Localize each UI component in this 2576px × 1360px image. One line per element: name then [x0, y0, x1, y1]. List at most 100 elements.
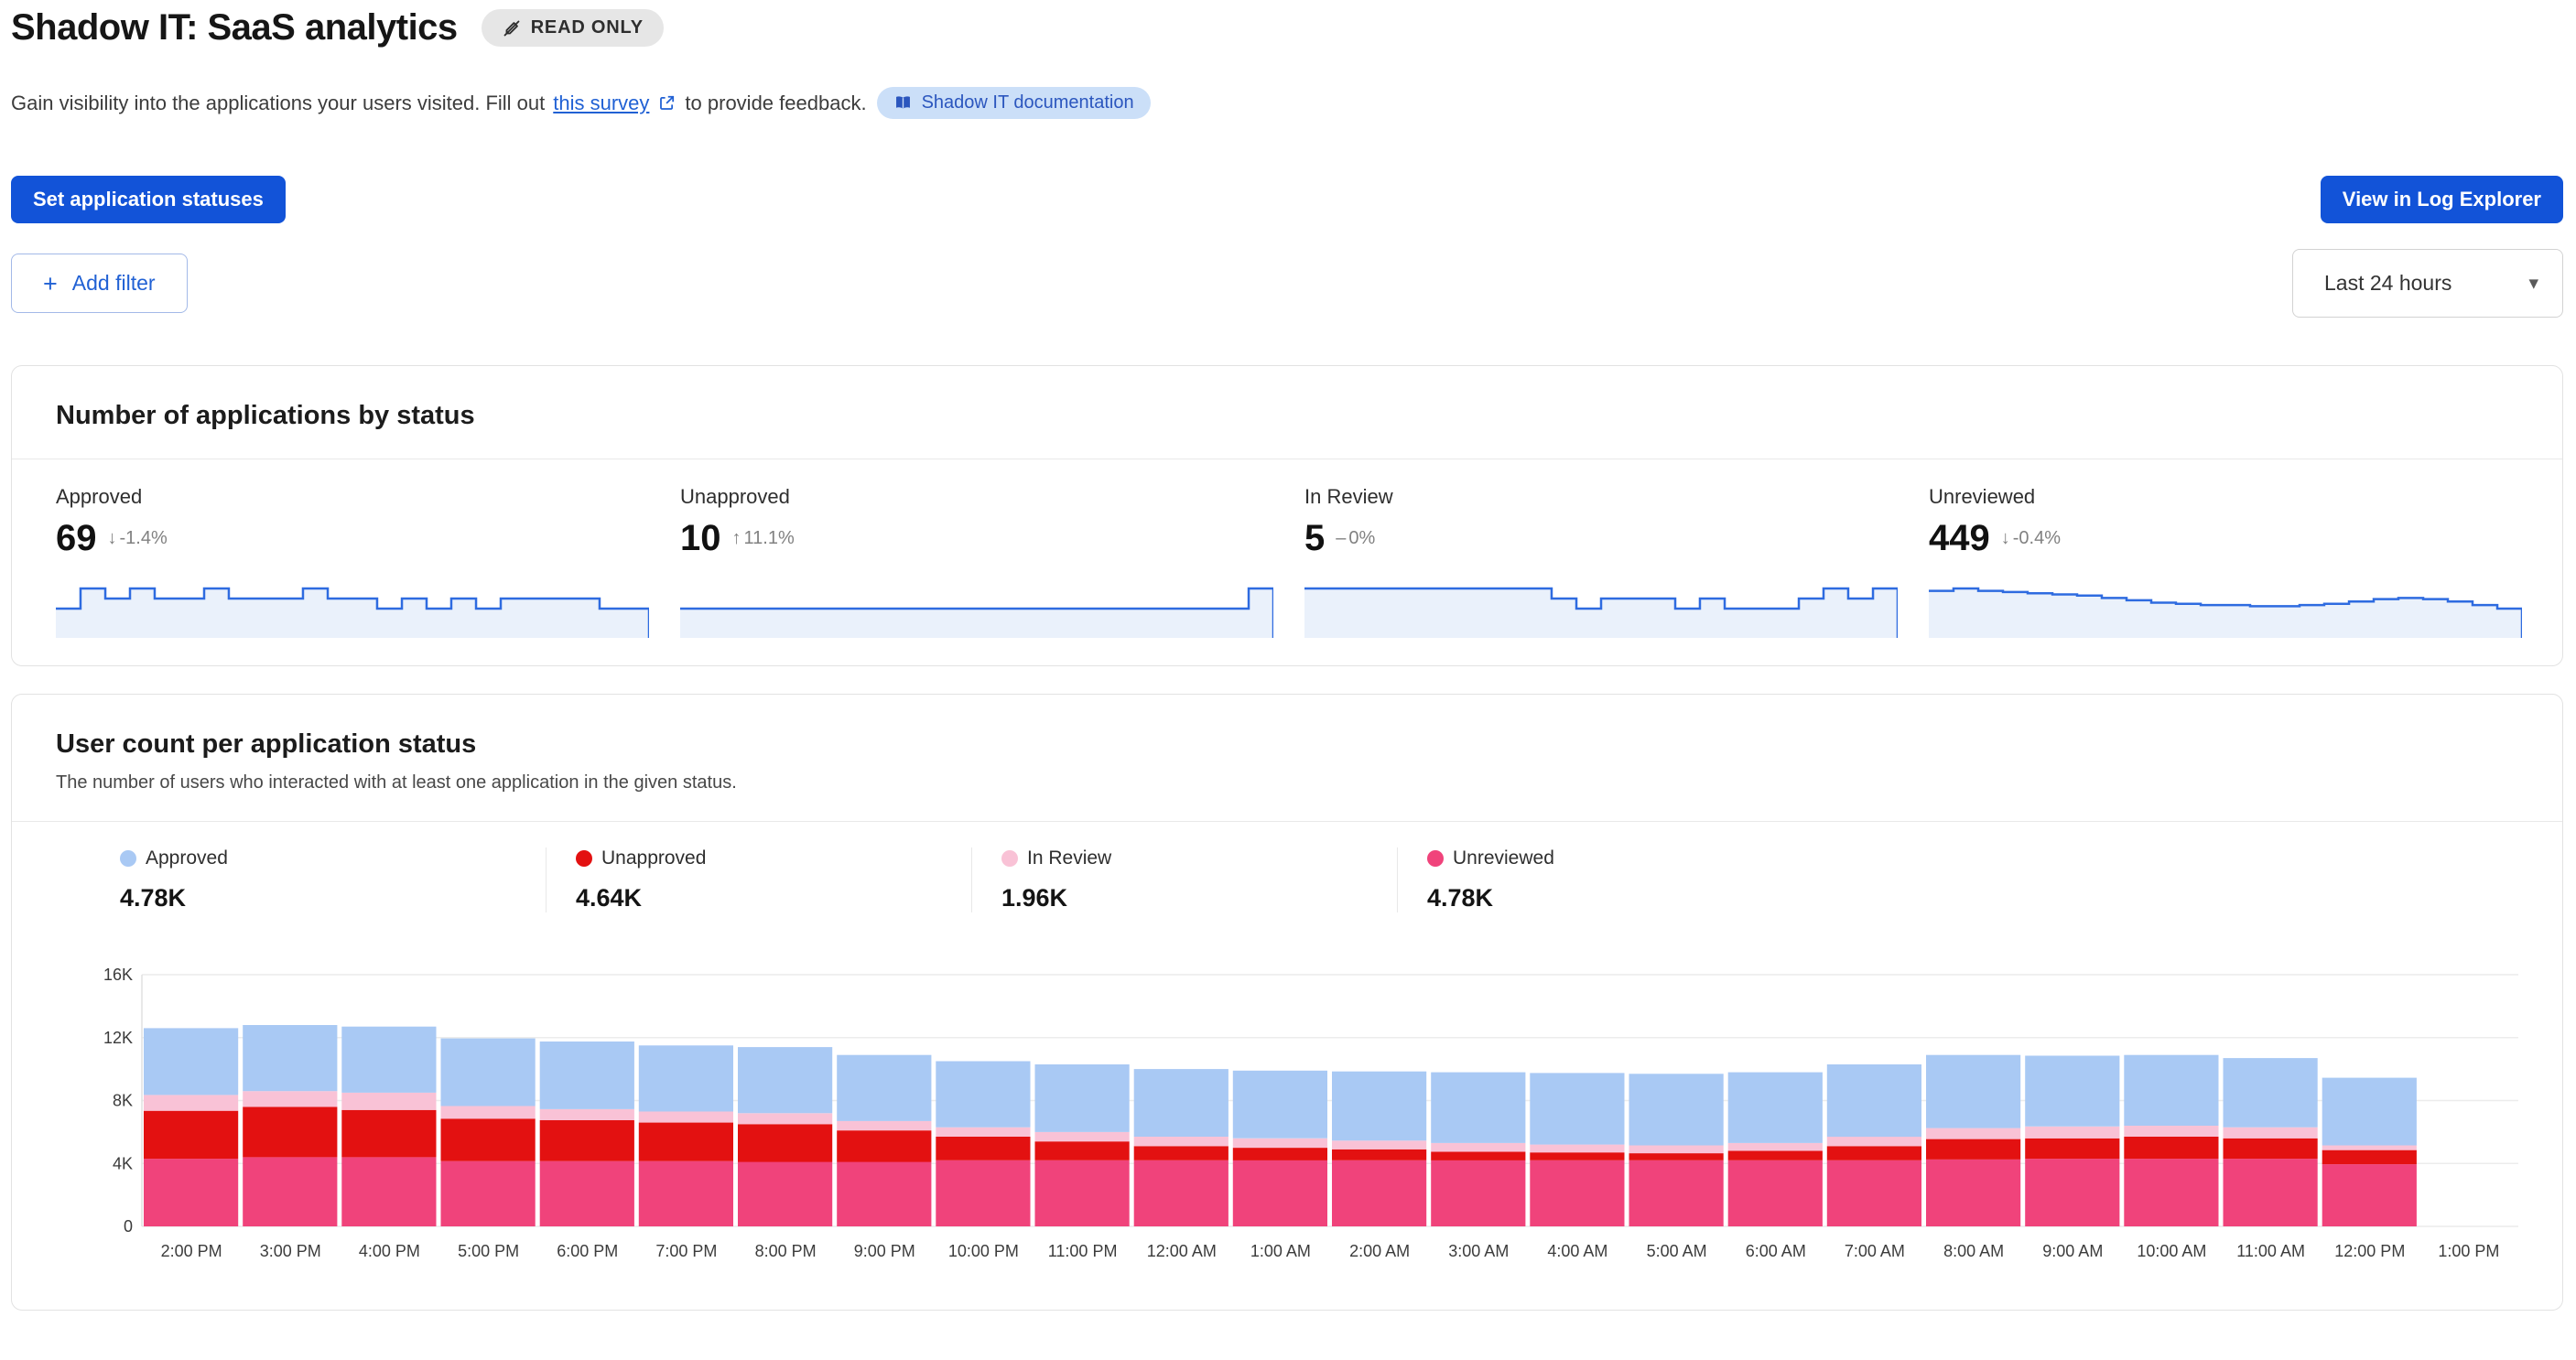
bar-segment-approved[interactable]	[2124, 1054, 2219, 1126]
bar-segment-in-review[interactable]	[2223, 1127, 2318, 1139]
bar-segment-unreviewed[interactable]	[1133, 1160, 1228, 1226]
add-filter-button[interactable]: + Add filter	[11, 254, 188, 313]
bar-segment-in-review[interactable]	[1133, 1137, 1228, 1147]
documentation-badge[interactable]: Shadow IT documentation	[876, 87, 1151, 119]
bar-segment-in-review[interactable]	[1629, 1145, 1724, 1154]
bar-segment-unreviewed[interactable]	[144, 1159, 239, 1226]
bar-segment-approved[interactable]	[2223, 1058, 2318, 1128]
time-range-dropdown[interactable]: Last 24 hours ▾	[2292, 249, 2563, 318]
bar-segment-in-review[interactable]	[1727, 1142, 1823, 1151]
bar-segment-unreviewed[interactable]	[1530, 1160, 1625, 1226]
survey-link[interactable]: this survey	[553, 91, 650, 114]
bar-segment-in-review[interactable]	[539, 1109, 634, 1120]
bar-segment-approved[interactable]	[1826, 1064, 1921, 1138]
bar-segment-in-review[interactable]	[1926, 1128, 2021, 1139]
bar-segment-in-review[interactable]	[936, 1127, 1031, 1137]
bar-segment-unapproved[interactable]	[243, 1106, 338, 1158]
bar-segment-approved[interactable]	[539, 1042, 634, 1109]
bar-segment-unreviewed[interactable]	[1332, 1160, 1427, 1226]
bar-segment-unreviewed[interactable]	[1232, 1160, 1327, 1226]
bar-segment-unapproved[interactable]	[144, 1110, 239, 1160]
bar-segment-approved[interactable]	[1727, 1072, 1823, 1143]
bar-segment-approved[interactable]	[837, 1054, 932, 1121]
bar-segment-approved[interactable]	[1530, 1073, 1625, 1145]
bar-segment-unapproved[interactable]	[2025, 1138, 2120, 1160]
bar-segment-unreviewed[interactable]	[1926, 1160, 2021, 1226]
bar-segment-unreviewed[interactable]	[2223, 1159, 2318, 1226]
bar-segment-approved[interactable]	[1926, 1054, 2021, 1128]
bar-segment-in-review[interactable]	[144, 1095, 239, 1111]
bar-segment-unapproved[interactable]	[638, 1122, 733, 1161]
bar-segment-unapproved[interactable]	[1629, 1153, 1724, 1160]
bar-segment-unapproved[interactable]	[837, 1130, 932, 1162]
bar-segment-unapproved[interactable]	[1826, 1146, 1921, 1160]
bar-segment-approved[interactable]	[144, 1028, 239, 1096]
bar-segment-unapproved[interactable]	[1431, 1151, 1526, 1160]
bar-segment-unapproved[interactable]	[2223, 1138, 2318, 1160]
bar-segment-unapproved[interactable]	[539, 1120, 634, 1161]
bar-segment-approved[interactable]	[1332, 1071, 1427, 1141]
bar-segment-unreviewed[interactable]	[2124, 1159, 2219, 1226]
bar-segment-in-review[interactable]	[2124, 1126, 2219, 1137]
bar-segment-unapproved[interactable]	[1530, 1152, 1625, 1160]
bar-segment-unreviewed[interactable]	[440, 1160, 536, 1226]
bar-segment-unreviewed[interactable]	[837, 1161, 932, 1227]
bar-segment-unapproved[interactable]	[2322, 1150, 2417, 1165]
bar-segment-unreviewed[interactable]	[2025, 1159, 2120, 1226]
bar-segment-in-review[interactable]	[837, 1120, 932, 1131]
bar-segment-unreviewed[interactable]	[539, 1160, 634, 1226]
bar-segment-unreviewed[interactable]	[243, 1157, 338, 1226]
legend-item-unreviewed[interactable]: Unreviewed 4.78K	[1397, 847, 1823, 912]
bar-segment-in-review[interactable]	[738, 1113, 833, 1125]
bar-segment-approved[interactable]	[1629, 1074, 1724, 1146]
bar-segment-approved[interactable]	[936, 1061, 1031, 1128]
bar-segment-unapproved[interactable]	[1926, 1139, 2021, 1160]
bar-segment-unapproved[interactable]	[738, 1124, 833, 1162]
bar-segment-in-review[interactable]	[2322, 1145, 2417, 1150]
bar-segment-approved[interactable]	[638, 1045, 733, 1112]
bar-segment-approved[interactable]	[1034, 1064, 1130, 1132]
bar-segment-in-review[interactable]	[1034, 1131, 1130, 1142]
bar-segment-in-review[interactable]	[341, 1092, 437, 1110]
bar-segment-in-review[interactable]	[1431, 1142, 1526, 1152]
bar-segment-approved[interactable]	[243, 1025, 338, 1092]
stacked-bar-chart[interactable]: 0 4K 8K 12K 16K 2:00 PM 3:00 PM 4:00 PM 5:00 PM 6…	[56, 967, 2522, 1269]
set-application-statuses-button[interactable]: Set application statuses	[11, 176, 286, 223]
bar-segment-approved[interactable]	[2322, 1077, 2417, 1146]
bar-segment-unapproved[interactable]	[341, 1109, 437, 1158]
bar-segment-approved[interactable]	[1232, 1070, 1327, 1139]
bar-segment-unreviewed[interactable]	[1826, 1160, 1921, 1226]
bar-segment-unreviewed[interactable]	[341, 1157, 437, 1226]
legend-item-approved[interactable]: Approved 4.78K	[120, 847, 546, 912]
bar-segment-in-review[interactable]	[1232, 1138, 1327, 1149]
bar-segment-unreviewed[interactable]	[638, 1160, 733, 1226]
bar-segment-in-review[interactable]	[1530, 1144, 1625, 1153]
bar-segment-in-review[interactable]	[243, 1091, 338, 1107]
bar-segment-unreviewed[interactable]	[1034, 1160, 1130, 1226]
bar-segment-unapproved[interactable]	[2124, 1137, 2219, 1160]
bar-segment-unapproved[interactable]	[936, 1137, 1031, 1160]
bar-segment-in-review[interactable]	[440, 1106, 536, 1119]
bar-segment-unapproved[interactable]	[1332, 1149, 1427, 1160]
bar-segment-approved[interactable]	[1133, 1069, 1228, 1137]
bar-segment-in-review[interactable]	[2025, 1126, 2120, 1139]
view-in-log-explorer-button[interactable]: View in Log Explorer	[2320, 176, 2563, 223]
bar-segment-unapproved[interactable]	[440, 1118, 536, 1161]
legend-item-unapproved[interactable]: Unapproved 4.64K	[546, 847, 971, 912]
bar-segment-unapproved[interactable]	[1034, 1141, 1130, 1160]
bar-segment-unreviewed[interactable]	[1629, 1160, 1724, 1226]
bar-segment-unapproved[interactable]	[1133, 1146, 1228, 1160]
bar-segment-unreviewed[interactable]	[2322, 1164, 2417, 1226]
bar-segment-in-review[interactable]	[1826, 1137, 1921, 1147]
bar-segment-in-review[interactable]	[1332, 1140, 1427, 1150]
bar-segment-unapproved[interactable]	[1232, 1148, 1327, 1160]
bar-segment-unreviewed[interactable]	[1727, 1160, 1823, 1226]
bar-segment-approved[interactable]	[341, 1026, 437, 1093]
bar-segment-unreviewed[interactable]	[1431, 1160, 1526, 1226]
bar-segment-unreviewed[interactable]	[738, 1161, 833, 1227]
bar-segment-approved[interactable]	[2025, 1055, 2120, 1127]
bar-segment-approved[interactable]	[1431, 1072, 1526, 1143]
bar-segment-approved[interactable]	[738, 1047, 833, 1114]
legend-item-in-review[interactable]: In Review 1.96K	[971, 847, 1397, 912]
bar-segment-in-review[interactable]	[638, 1111, 733, 1123]
